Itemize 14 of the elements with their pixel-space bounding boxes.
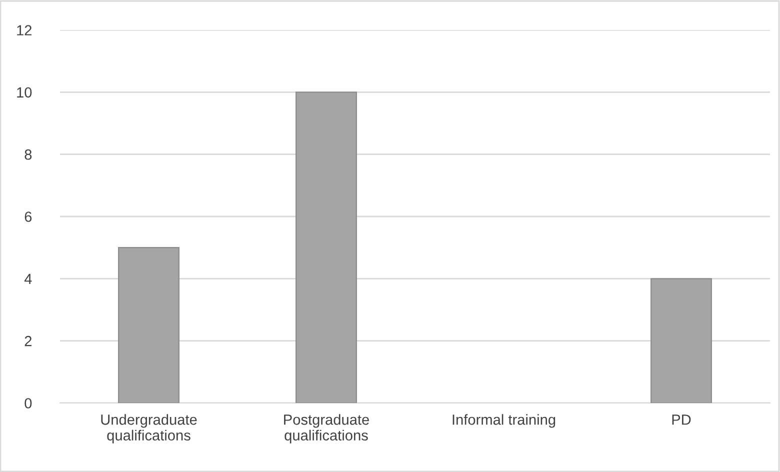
x-tick-label: Undergraduate qualifications: [101, 414, 197, 444]
y-tick-label: 8: [24, 149, 32, 160]
x-tick-label: Postgraduate qualifications: [284, 414, 369, 444]
x-tick-label: PD: [672, 414, 691, 425]
y-tick-label: 2: [24, 336, 32, 346]
y-tick-label: 10: [17, 87, 32, 98]
y-tick-label: 0: [24, 398, 32, 408]
y-tick-label: 4: [24, 274, 32, 284]
bar: [650, 278, 712, 403]
bar: [296, 92, 357, 403]
bar: [118, 247, 180, 403]
y-tick-label: 6: [24, 212, 32, 222]
x-tick-label: Informal training: [452, 414, 556, 428]
y-tick-label: 12: [17, 25, 32, 36]
